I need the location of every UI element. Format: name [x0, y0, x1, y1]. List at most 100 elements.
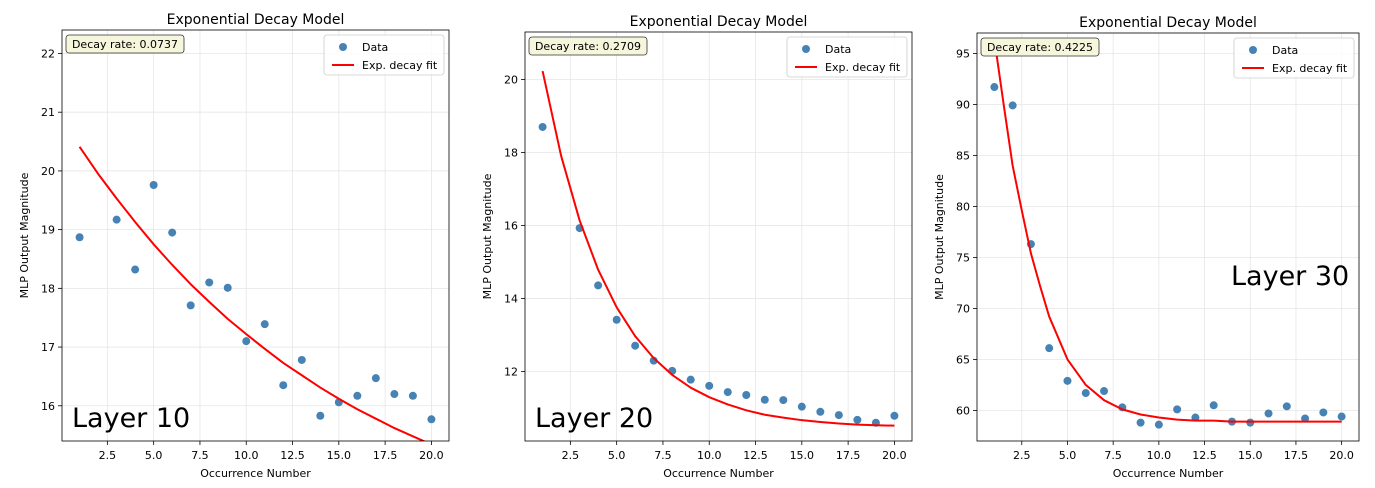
- data-point: [297, 355, 306, 364]
- fit-line: [541, 70, 895, 427]
- data-point: [779, 396, 788, 405]
- data-point: [205, 278, 214, 287]
- data-point: [631, 341, 640, 350]
- fit-line: [993, 38, 1342, 423]
- decay-rate-annotation: Decay rate: 0.2709: [528, 36, 648, 56]
- annotation-box: [980, 37, 1100, 57]
- layer-label: Layer 10: [72, 403, 190, 434]
- x-tick-label: 20.0: [419, 449, 444, 462]
- y-tick-label: 90: [956, 98, 970, 111]
- annotation-box: [528, 36, 648, 56]
- annotation-box: [65, 34, 185, 54]
- x-tick-label: 17.5: [373, 449, 398, 462]
- data-point: [1337, 412, 1346, 421]
- data-point: [1319, 408, 1328, 417]
- decay-rate-annotation: Decay rate: 0.4225: [980, 37, 1100, 57]
- data-point: [112, 215, 121, 224]
- data-point: [797, 402, 806, 411]
- fit-line: [78, 146, 426, 441]
- y-tick-label: 80: [956, 200, 970, 213]
- fit-line-series: [993, 38, 1342, 423]
- legend-swatch-marker: [339, 43, 347, 51]
- data-point: [168, 228, 177, 237]
- data-point: [1136, 418, 1145, 427]
- data-point: [371, 374, 380, 383]
- data-points-series: [538, 122, 899, 427]
- data-point: [223, 283, 232, 292]
- legend-swatch-marker: [802, 45, 810, 53]
- ticks: 2.5 5.0 7.5 10.0 12.5 15.0 17.5 20.0 16 17 18 19 20 2…: [41, 47, 444, 462]
- y-tick-label: 20: [41, 165, 55, 178]
- legend-entry: Data: [1272, 44, 1298, 57]
- y-tick-label: 75: [956, 251, 970, 264]
- plot-frame: [61, 29, 450, 442]
- x-tick-label: 17.5: [836, 449, 861, 462]
- plot-frame: [976, 32, 1360, 442]
- x-tick-label: 2.5: [1013, 449, 1031, 462]
- x-tick-label: 15.0: [1238, 449, 1263, 462]
- data-points-series: [75, 181, 436, 424]
- data-point: [390, 390, 399, 399]
- legend: Data Exp. decay fit: [323, 34, 445, 76]
- data-point: [260, 320, 269, 329]
- chart-layer-20: Exponential Decay Model Occurrence Number…: [481, 14, 913, 480]
- chart-title: Exponential Decay Model: [1079, 15, 1257, 31]
- x-tick-label: 20.0: [882, 449, 907, 462]
- x-tick-label: 20.0: [1329, 449, 1354, 462]
- y-tick-label: 18: [41, 282, 55, 295]
- layer-label: Layer 30: [1231, 261, 1349, 292]
- x-tick-label: 7.5: [654, 449, 672, 462]
- data-point: [853, 415, 862, 424]
- chart-layer-30: Exponential Decay Model Occurrence Number…: [933, 15, 1360, 480]
- data-point: [1173, 405, 1182, 414]
- data-point: [538, 122, 547, 131]
- y-tick-label: 12: [504, 366, 518, 379]
- y-tick-label: 16: [41, 400, 55, 413]
- y-tick-label: 16: [504, 220, 518, 233]
- data-point: [1301, 414, 1310, 423]
- y-tick-label: 17: [41, 341, 55, 354]
- x-tick-label: 15.0: [790, 449, 815, 462]
- data-point: [316, 411, 325, 420]
- data-point: [186, 301, 195, 310]
- y-tick-label: 70: [956, 302, 970, 315]
- x-tick-label: 12.5: [743, 449, 768, 462]
- x-tick-label: 10.0: [1147, 449, 1172, 462]
- data-point: [686, 375, 695, 384]
- data-point: [353, 391, 362, 400]
- fit-line-series: [541, 70, 895, 427]
- x-tick-label: 7.5: [1104, 449, 1122, 462]
- y-tick-label: 22: [41, 47, 55, 60]
- x-axis-label: Occurrence Number: [1113, 467, 1224, 480]
- y-axis-label: MLP Output Magnitude: [18, 172, 31, 298]
- decay-rate-annotation: Decay rate: 0.0737: [65, 34, 185, 54]
- x-axis-label: Occurrence Number: [663, 467, 774, 480]
- legend-swatch-marker: [1249, 46, 1257, 54]
- data-point: [990, 83, 999, 92]
- x-tick-label: 2.5: [562, 449, 580, 462]
- data-point: [742, 390, 751, 399]
- x-tick-label: 12.5: [1192, 449, 1217, 462]
- legend-entry: Exp. decay fit: [825, 61, 901, 74]
- x-tick-label: 7.5: [191, 449, 209, 462]
- legend-entry: Exp. decay fit: [362, 59, 438, 72]
- legend: Data Exp. decay fit: [786, 36, 908, 78]
- data-point: [1081, 389, 1090, 398]
- data-point: [279, 381, 288, 390]
- data-point: [1246, 418, 1255, 427]
- ticks: 2.5 5.0 7.5 10.0 12.5 15.0 17.5 20.0 12 14 16 18 20: [504, 73, 907, 462]
- data-point: [427, 415, 436, 424]
- decay-rate-text: Decay rate: 0.2709: [535, 40, 641, 53]
- x-tick-label: 15.0: [327, 449, 352, 462]
- chart-layer-10: Exponential Decay Model Occurrence Number…: [18, 12, 450, 480]
- data-point: [242, 337, 251, 346]
- chart-title: Exponential Decay Model: [630, 14, 808, 30]
- x-tick-label: 12.5: [280, 449, 305, 462]
- chart-title: Exponential Decay Model: [167, 12, 345, 28]
- data-point: [1100, 387, 1109, 396]
- data-point: [1063, 376, 1072, 385]
- x-tick-label: 2.5: [99, 449, 117, 462]
- x-tick-label: 17.5: [1284, 449, 1309, 462]
- data-points-series: [990, 83, 1346, 429]
